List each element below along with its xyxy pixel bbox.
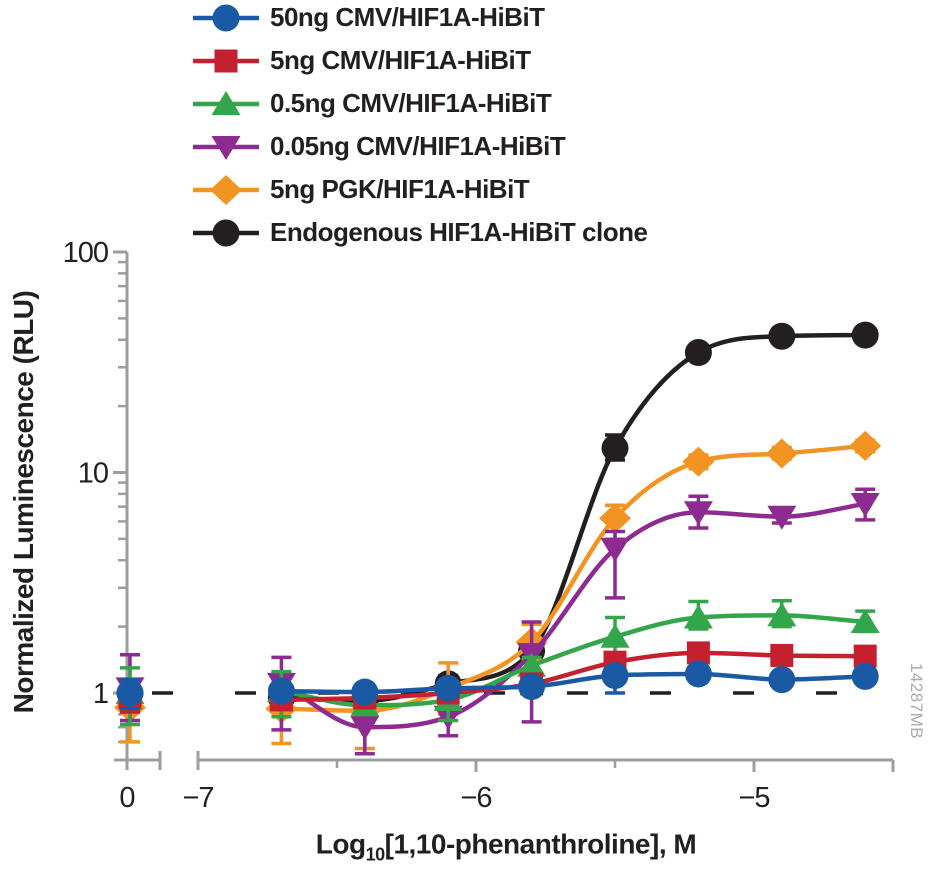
data-point-marker-circle <box>601 434 629 462</box>
data-point-marker-circle <box>267 677 295 705</box>
data-point-marker-triangle-down <box>850 492 880 517</box>
data-point-marker-diamond <box>849 430 882 461</box>
data-point-marker-triangle-up <box>211 90 241 115</box>
series-5ng-pgk-hif1a-hibit <box>114 430 882 751</box>
legend-marker-circle-icon <box>193 219 259 246</box>
series-0-5ng-cmv-hif1a-hibit <box>115 599 880 727</box>
legend-item: 0.5ng CMV/HIF1A-HiBiT <box>193 82 647 125</box>
legend-item-label: 5ng PGK/HIF1A-HiBiT <box>270 174 530 204</box>
data-point-marker-triangle-up <box>683 604 713 629</box>
data-point-marker-square <box>853 644 877 668</box>
data-point-marker-triangle-down <box>600 537 630 562</box>
data-point-marker-triangle-down <box>683 501 713 526</box>
y-axis-title: Normalized Luminescence (RLU) <box>8 290 39 714</box>
data-point-marker-diamond <box>210 174 242 205</box>
legend-item-label: 5ng CMV/HIF1A-HiBiT <box>270 45 531 75</box>
legend-item-label: Endogenous HIF1A-HiBiT clone <box>270 217 648 247</box>
legend-item: Endogenous HIF1A-HiBiT clone <box>193 211 648 254</box>
legend-item: 50ng CMV/HIF1A-HiBiT <box>193 0 647 39</box>
data-point-marker-triangle-down <box>211 135 241 160</box>
x-axis-title-rest: [1,10-phenanthroline], M <box>384 828 697 860</box>
legend-item: 0.05ng CMV/HIF1A-HiBiT <box>193 125 647 168</box>
watermark-id: 14287MB <box>907 662 926 740</box>
x-axis-title-prefix: Log <box>315 828 366 860</box>
legend: 50ng CMV/HIF1A-HiBiT 5ng CMV/HIF1A-HiBiT 0… <box>193 0 648 254</box>
data-point-marker-circle <box>116 679 144 707</box>
x-axis-tick-label: 0 <box>119 782 134 814</box>
data-point-marker-triangle-up <box>767 602 797 627</box>
x-axis-tick-label: −6 <box>460 782 491 814</box>
legend-marker-square-icon <box>193 49 259 72</box>
x-axis-title: Log10[1,10-phenanthroline], M <box>315 828 697 866</box>
legend-item: 5ng PGK/HIF1A-HiBiT <box>193 168 647 211</box>
data-point-marker-circle <box>851 321 879 349</box>
data-point-marker-diamond <box>765 438 798 469</box>
legend-item-label: 50ng CMV/HIF1A-HiBiT <box>270 2 545 32</box>
data-point-marker-circle <box>851 662 879 690</box>
data-point-marker-circle <box>684 339 712 367</box>
data-point-marker-triangle-up <box>517 652 547 677</box>
data-point-marker-circle <box>684 660 712 688</box>
data-point-marker-circle <box>518 673 546 701</box>
data-point-marker-circle <box>768 666 796 694</box>
data-point-marker-diamond <box>599 503 631 534</box>
data-point-marker-square <box>770 643 794 667</box>
legend-marker-triangle-down-icon <box>193 135 259 160</box>
data-point-marker-circle <box>212 219 240 246</box>
legend-item: 5ng CMV/HIF1A-HiBiT <box>193 39 647 82</box>
x-axis-tick-label: −5 <box>738 782 769 814</box>
legend-marker-diamond-icon <box>193 174 259 205</box>
legend-marker-triangle-up-icon <box>193 90 259 115</box>
data-point-marker-circle <box>434 674 462 702</box>
data-point-marker-triangle-down <box>350 716 380 741</box>
x-axis-tick-label: −7 <box>182 782 213 814</box>
data-point-marker-circle <box>351 678 379 706</box>
y-axis-tick-label: 1 <box>93 678 108 710</box>
axes: 1 10 100 0 −7 −6 −5 <box>63 237 895 814</box>
data-point-marker-square <box>214 49 238 72</box>
data-point-marker-circle <box>212 4 240 31</box>
series-curve <box>281 332 866 704</box>
y-axis-tick-label: 10 <box>78 458 108 490</box>
legend-item-label: 0.05ng CMV/HIF1A-HiBiT <box>270 131 566 161</box>
x-axis-title-subscript: 10 <box>365 844 386 865</box>
data-point-marker-triangle-up <box>850 608 880 633</box>
data-point-marker-triangle-down <box>767 505 797 530</box>
data-point-marker-diamond <box>682 446 715 477</box>
data-point-marker-circle <box>601 662 629 690</box>
y-axis-tick-label: 100 <box>63 237 108 269</box>
series-0-05ng-cmv-hif1a-hibit <box>115 487 880 756</box>
data-point-marker-triangle-up <box>600 623 630 648</box>
data-point-marker-circle <box>768 322 796 350</box>
legend-item-label: 0.5ng CMV/HIF1A-HiBiT <box>270 88 552 118</box>
data-point-marker-square <box>686 641 710 665</box>
series-50ng-cmv-hif1a-hibit <box>116 660 879 711</box>
series-curve <box>280 501 866 730</box>
legend-marker-circle-icon <box>193 4 259 31</box>
